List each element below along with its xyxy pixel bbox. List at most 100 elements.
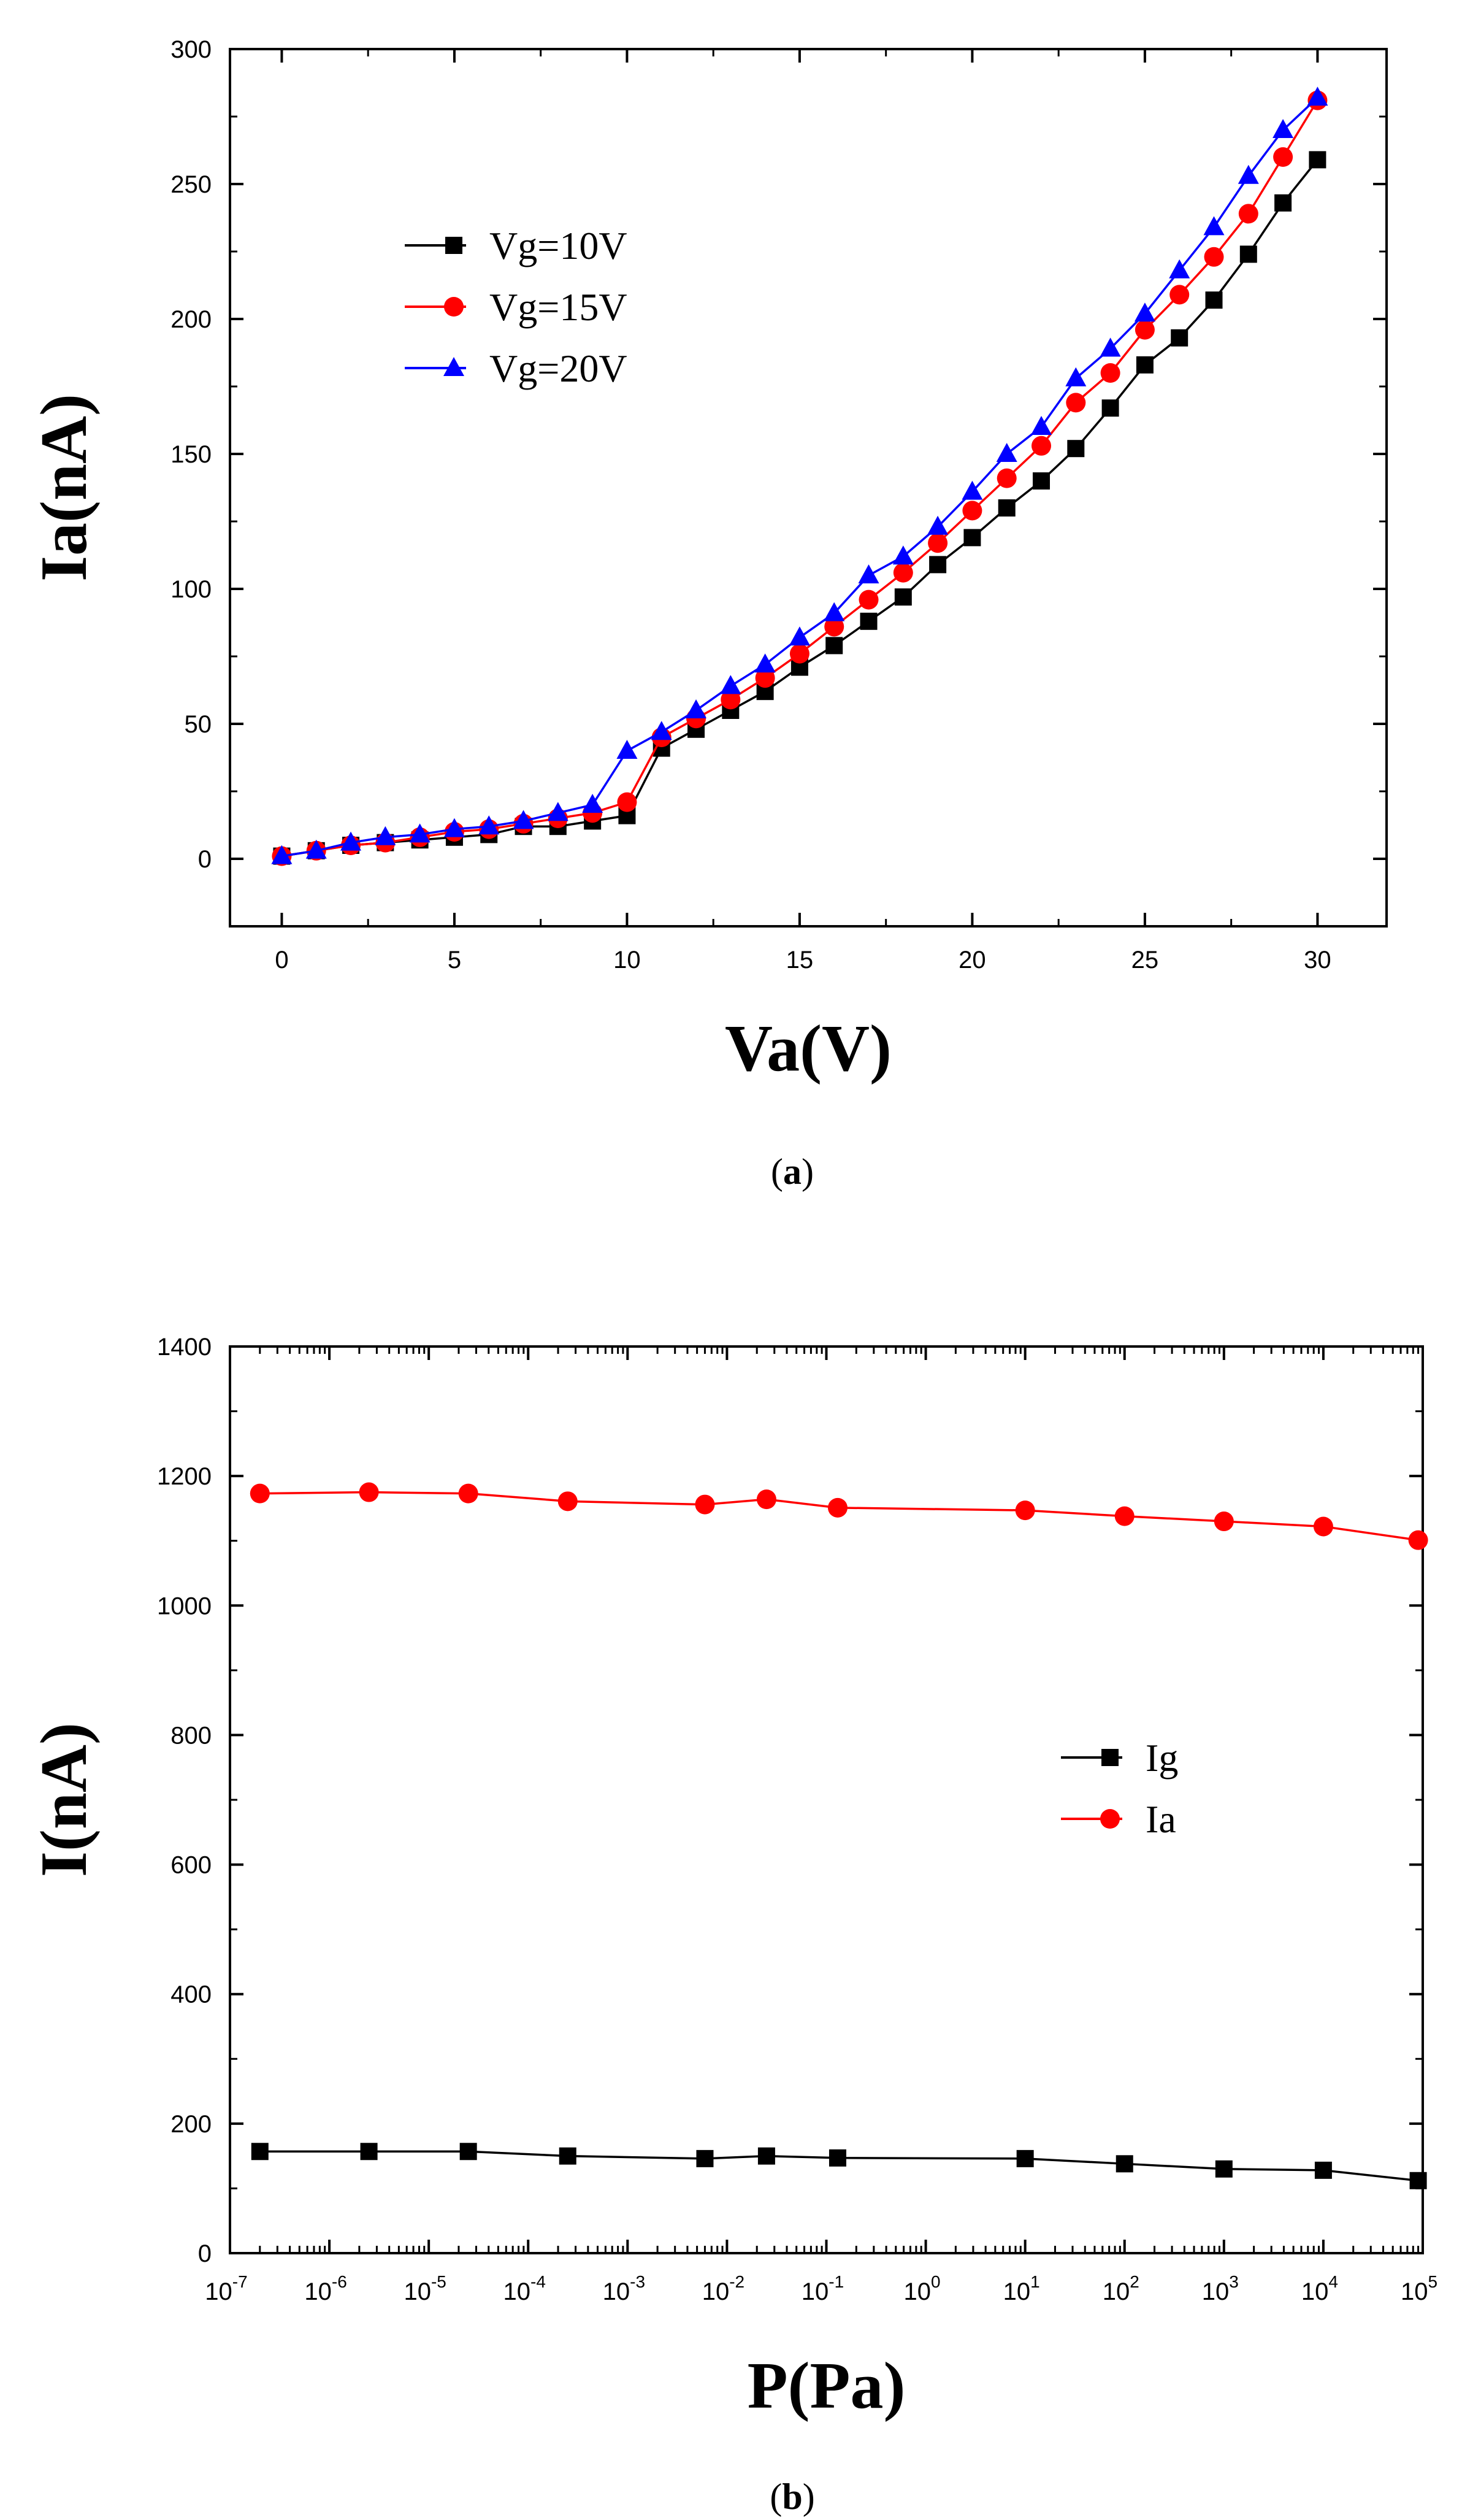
panel-label-close: ) <box>803 2476 815 2517</box>
x-tick-label: 15 <box>786 947 814 974</box>
series-circle <box>250 1482 1428 1550</box>
y-tick-label: 0 <box>198 846 212 873</box>
data-point <box>359 1482 379 1502</box>
data-point <box>1214 1512 1234 1532</box>
data-point <box>1238 204 1258 224</box>
panel-label-letter: b <box>782 2476 802 2517</box>
x-tick-label: 105 <box>1401 2272 1437 2305</box>
data-point <box>824 617 844 637</box>
data-point <box>1067 440 1085 458</box>
legend-marker <box>1100 1809 1120 1829</box>
data-point <box>1116 2155 1133 2173</box>
data-point <box>1273 147 1293 167</box>
data-point <box>997 468 1017 488</box>
y-tick-label: 150 <box>170 441 212 468</box>
data-point <box>513 810 534 829</box>
x-tick-label: 10-4 <box>503 2272 546 2305</box>
x-tick-label: 10-7 <box>205 2272 247 2305</box>
series-line <box>281 99 1318 858</box>
data-point <box>858 564 879 583</box>
x-tick-base: 10 <box>904 2278 932 2305</box>
data-point <box>860 612 878 630</box>
data-point <box>250 1483 270 1504</box>
x-tick-exponent: 4 <box>1328 2272 1338 2291</box>
data-point <box>929 556 947 574</box>
data-point <box>686 699 707 718</box>
series-square <box>251 2143 1427 2189</box>
data-point <box>1313 1516 1333 1537</box>
data-point <box>547 802 568 821</box>
y-tick-label: 50 <box>185 711 212 738</box>
x-tick-label: 10-3 <box>603 2272 645 2305</box>
x-tick-label: 101 <box>1003 2272 1040 2305</box>
x-tick-exponent: -2 <box>729 2272 744 2291</box>
data-point <box>478 815 500 835</box>
series-circle <box>272 90 1328 866</box>
data-point <box>340 831 362 851</box>
data-point <box>859 590 879 610</box>
y-tick-label: 400 <box>170 1981 212 2008</box>
data-point <box>1169 259 1190 279</box>
data-point <box>1016 2149 1034 2167</box>
x-tick-base: 10 <box>603 2278 630 2305</box>
x-tick-exponent: -4 <box>530 2272 546 2291</box>
data-point <box>1114 1506 1135 1526</box>
panel-label-open: ( <box>771 1151 783 1192</box>
data-point <box>1409 2172 1427 2189</box>
data-point <box>754 653 776 673</box>
data-point <box>360 2143 378 2161</box>
legend-marker <box>445 237 462 254</box>
data-point <box>559 2147 576 2165</box>
series-line <box>281 159 1318 858</box>
data-point <box>720 675 741 694</box>
data-point <box>1066 393 1086 413</box>
legend-label: Ig <box>1146 1736 1178 1780</box>
series-line <box>281 96 1318 858</box>
y-tick-label: 100 <box>170 576 212 603</box>
x-tick-exponent: 0 <box>931 2272 941 2291</box>
data-point <box>375 826 396 845</box>
x-tick-base: 10 <box>503 2278 531 2305</box>
data-point <box>721 690 741 710</box>
data-point <box>1031 436 1052 456</box>
y-tick-label: 1000 <box>157 1592 212 1619</box>
data-point <box>1065 367 1087 386</box>
x-tick-base: 10 <box>1003 2278 1031 2305</box>
x-tick-exponent: 3 <box>1229 2272 1239 2291</box>
legend-label: Vg=10V <box>489 224 627 267</box>
plot-frame <box>229 48 1388 928</box>
legend-marker <box>1101 1749 1119 1766</box>
legend-label: Vg=15V <box>489 285 627 329</box>
data-point <box>1031 416 1052 435</box>
data-point <box>825 637 843 655</box>
data-point <box>1239 245 1257 263</box>
x-tick-base: 10 <box>304 2278 332 2305</box>
data-point <box>962 501 982 521</box>
data-point <box>756 1489 776 1510</box>
x-tick-exponent: 2 <box>1130 2272 1139 2291</box>
x-tick-label: 100 <box>904 2272 941 2305</box>
x-tick-base: 10 <box>205 2278 232 2305</box>
y-tick-label: 250 <box>170 171 212 198</box>
x-tick-label: 104 <box>1301 2272 1338 2305</box>
legend-label: Ia <box>1146 1797 1176 1841</box>
data-point <box>1134 302 1155 322</box>
x-tick-exponent: 5 <box>1428 2272 1437 2291</box>
data-point <box>1033 472 1051 490</box>
data-point <box>1309 151 1326 169</box>
series-line <box>259 2150 1418 2182</box>
y-tick-label: 600 <box>170 1852 212 1879</box>
x-tick-label: 25 <box>1131 947 1159 974</box>
panel-label: (a) <box>771 1151 814 1192</box>
y-axis-title: I(nA) <box>28 1723 101 1877</box>
x-axis-title: P(Pa) <box>748 2349 906 2422</box>
x-tick-exponent: -6 <box>332 2272 347 2291</box>
data-point <box>1205 291 1223 309</box>
x-tick-exponent: -5 <box>431 2272 446 2291</box>
y-tick-label: 0 <box>198 2240 212 2267</box>
data-point <box>557 1491 578 1512</box>
x-tick-label: 10-6 <box>304 2272 346 2305</box>
data-point <box>271 845 293 864</box>
data-point <box>616 740 638 759</box>
x-tick-label: 10-2 <box>702 2272 744 2305</box>
